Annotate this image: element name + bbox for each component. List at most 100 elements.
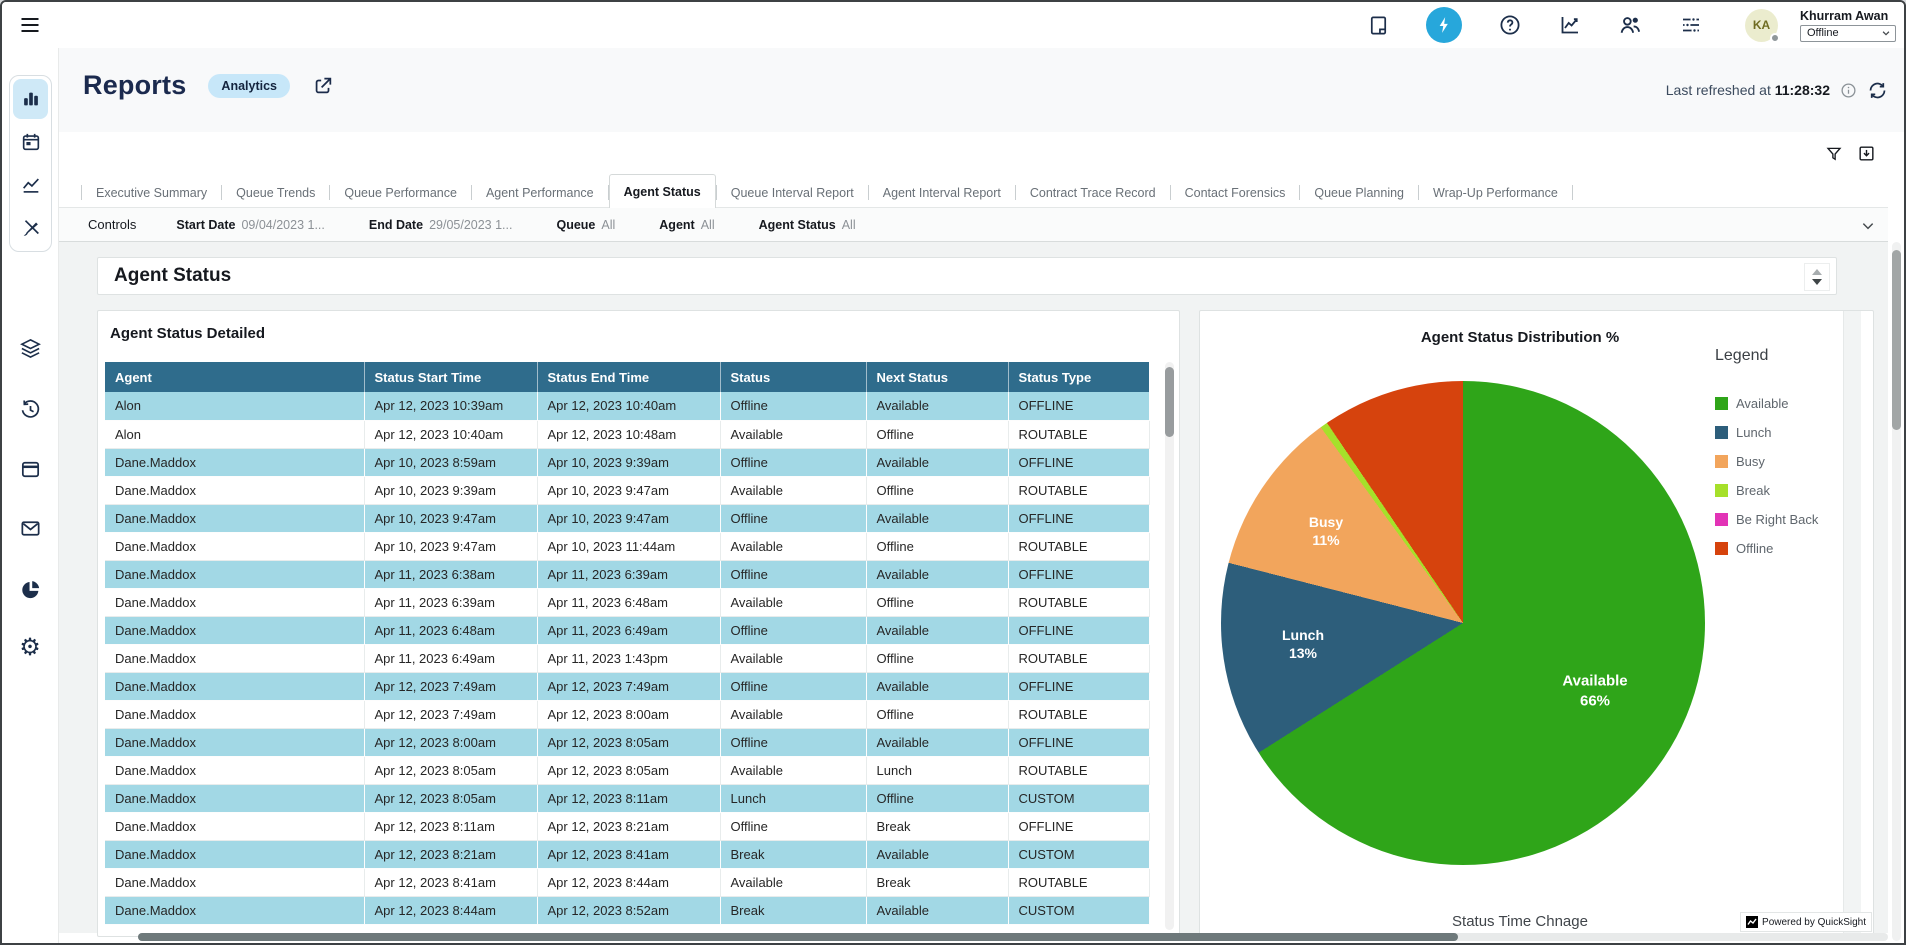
tab-queue-interval-report[interactable]: Queue Interval Report xyxy=(717,178,868,207)
table-row[interactable]: Dane.Maddox Apr 10, 2023 9:39am Apr 10, 20… xyxy=(105,476,1150,505)
table-row[interactable]: Dane.Maddox Apr 12, 2023 8:05am Apr 12, 20… xyxy=(105,756,1150,785)
sidebar-item-mail[interactable] xyxy=(10,508,50,548)
table-row[interactable]: Alon Apr 12, 2023 10:40am Apr 12, 2023 10:… xyxy=(105,420,1150,449)
page-scrollbar-thumb[interactable] xyxy=(1892,250,1901,430)
table-header-row: Agent Status Start Time Status End Time Sta… xyxy=(105,362,1149,392)
table-row[interactable]: Dane.Maddox Apr 12, 2023 7:49am Apr 12, 20… xyxy=(105,700,1150,729)
column-header[interactable]: Agent xyxy=(105,362,365,392)
export-download-icon[interactable] xyxy=(1857,144,1876,163)
table-cell: Apr 12, 2023 8:05am xyxy=(537,756,721,785)
sidebar-item-settings[interactable]: ⚙ xyxy=(10,627,50,667)
powered-by-quicksight-badge[interactable]: Powered by QuickSight xyxy=(1740,912,1872,932)
sidebar-item-history[interactable] xyxy=(10,389,50,429)
design-tools-icon xyxy=(20,217,42,239)
legend-item-offline[interactable]: Offline xyxy=(1715,534,1818,563)
tab-separator xyxy=(1014,185,1016,200)
sidebar-item-pie-reports[interactable] xyxy=(10,569,50,609)
table-row[interactable]: Dane.Maddox Apr 12, 2023 8:00am Apr 12, 20… xyxy=(105,728,1150,757)
control-filter-end-date[interactable]: End Date 29/05/2023 1... xyxy=(368,217,513,232)
table-row[interactable]: Dane.Maddox Apr 11, 2023 6:39am Apr 11, 20… xyxy=(105,588,1150,617)
sidebar-item-trends[interactable] xyxy=(13,165,48,205)
hamburger-menu-icon[interactable] xyxy=(17,12,43,38)
column-header[interactable]: Status xyxy=(720,362,867,392)
agent-status-select[interactable]: Offline xyxy=(1800,24,1896,42)
control-filter-agent-status[interactable]: Agent Status All xyxy=(758,217,856,232)
legend-item-be-right-back[interactable]: Be Right Back xyxy=(1715,505,1818,534)
table-cell: Apr 12, 2023 8:11am xyxy=(537,784,721,813)
table-cell: Apr 12, 2023 8:00am xyxy=(364,728,538,757)
table-row[interactable]: Dane.Maddox Apr 12, 2023 8:05am Apr 12, 20… xyxy=(105,784,1150,813)
table-row[interactable]: Alon Apr 12, 2023 10:39am Apr 12, 2023 10:… xyxy=(105,392,1150,421)
tab-agent-performance[interactable]: Agent Performance xyxy=(472,178,608,207)
column-header[interactable]: Status Start Time xyxy=(364,362,538,392)
table-row[interactable]: Dane.Maddox Apr 11, 2023 6:38am Apr 11, 20… xyxy=(105,560,1150,589)
sheet: Agent Status Agent Status Detailed Agent… xyxy=(59,242,1888,937)
filter-icon[interactable] xyxy=(1825,144,1843,163)
refresh-icon[interactable] xyxy=(1867,80,1888,101)
control-filter-agent[interactable]: Agent All xyxy=(659,217,715,232)
tab-executive-summary[interactable]: Executive Summary xyxy=(82,178,221,207)
external-link-icon[interactable] xyxy=(312,75,334,97)
table-cell: OFFLINE xyxy=(1008,672,1150,701)
controls-collapse-icon[interactable] xyxy=(1860,218,1876,234)
sidebar-item-dashboards[interactable] xyxy=(13,79,48,119)
table-scrollbar[interactable] xyxy=(1165,362,1174,930)
table-row[interactable]: Dane.Maddox Apr 12, 2023 8:11am Apr 12, 20… xyxy=(105,812,1150,841)
legend-item-busy[interactable]: Busy xyxy=(1715,447,1818,476)
table-row[interactable]: Dane.Maddox Apr 12, 2023 8:41am Apr 12, 20… xyxy=(105,868,1150,897)
table-cell: Dane.Maddox xyxy=(105,504,365,533)
tab-queue-planning[interactable]: Queue Planning xyxy=(1300,178,1418,207)
table-cell: Available xyxy=(720,700,867,729)
table-row[interactable]: Dane.Maddox Apr 12, 2023 8:44am Apr 12, 20… xyxy=(105,896,1150,925)
settings-sliders-icon[interactable] xyxy=(1679,13,1703,37)
column-header[interactable]: Status End Time xyxy=(537,362,721,392)
horizontal-scrollbar[interactable] xyxy=(138,933,1888,941)
pie-chart[interactable] xyxy=(1221,381,1705,865)
sidebar-item-layers[interactable] xyxy=(10,328,50,368)
help-icon[interactable] xyxy=(1498,13,1522,37)
table-row[interactable]: Dane.Maddox Apr 12, 2023 7:49am Apr 12, 20… xyxy=(105,672,1150,701)
section-stepper[interactable] xyxy=(1804,263,1830,291)
page-scrollbar[interactable] xyxy=(1892,242,1901,941)
legend-swatch xyxy=(1715,513,1728,526)
table-row[interactable]: Dane.Maddox Apr 10, 2023 8:59am Apr 10, 20… xyxy=(105,448,1150,477)
legend-label: Available xyxy=(1736,396,1789,411)
control-filter-queue[interactable]: Queue All xyxy=(556,217,616,232)
table-cell: Offline xyxy=(866,588,1009,617)
flash-icon[interactable] xyxy=(1426,7,1462,43)
table-scrollbar-thumb[interactable] xyxy=(1165,367,1174,437)
sidebar-item-design-tools[interactable] xyxy=(13,208,48,248)
sidebar-item-schedule[interactable] xyxy=(13,122,48,162)
horizontal-scrollbar-thumb[interactable] xyxy=(138,933,1458,941)
chart-scrollbar-track[interactable] xyxy=(1843,311,1861,936)
tab-separator xyxy=(607,185,609,200)
legend-item-available[interactable]: Available xyxy=(1715,389,1818,418)
column-header[interactable]: Status Type xyxy=(1008,362,1149,392)
table-cell: Offline xyxy=(720,616,867,645)
tab-agent-status[interactable]: Agent Status xyxy=(608,174,716,208)
tab-queue-trends[interactable]: Queue Trends xyxy=(222,178,329,207)
avatar[interactable]: KA xyxy=(1745,8,1780,43)
control-filter-start-date[interactable]: Start Date 09/04/2023 1... xyxy=(176,217,325,232)
table-row[interactable]: Dane.Maddox Apr 12, 2023 8:21am Apr 12, 20… xyxy=(105,840,1150,869)
tab-agent-interval-report[interactable]: Agent Interval Report xyxy=(869,178,1015,207)
users-icon[interactable] xyxy=(1618,13,1643,38)
table-title: Agent Status Detailed xyxy=(110,325,266,342)
tab-wrap-up-performance[interactable]: Wrap-Up Performance xyxy=(1419,178,1572,207)
quicksight-logo-icon xyxy=(1746,916,1759,928)
sidebar-item-window[interactable] xyxy=(10,449,50,489)
notes-icon[interactable] xyxy=(1367,14,1390,37)
table-row[interactable]: Dane.Maddox Apr 11, 2023 6:48am Apr 11, 20… xyxy=(105,616,1150,645)
table-row[interactable]: Dane.Maddox Apr 10, 2023 9:47am Apr 10, 20… xyxy=(105,532,1150,561)
legend-item-lunch[interactable]: Lunch xyxy=(1715,418,1818,447)
info-icon[interactable] xyxy=(1840,82,1857,99)
table-row[interactable]: Dane.Maddox Apr 11, 2023 6:49am Apr 11, 20… xyxy=(105,644,1150,673)
tab-contract-trace-record[interactable]: Contract Trace Record xyxy=(1016,178,1170,207)
metrics-icon[interactable] xyxy=(1558,13,1582,37)
column-header[interactable]: Next Status xyxy=(866,362,1009,392)
table-row[interactable]: Dane.Maddox Apr 10, 2023 9:47am Apr 10, 20… xyxy=(105,504,1150,533)
legend-item-break[interactable]: Break xyxy=(1715,476,1818,505)
analytics-badge[interactable]: Analytics xyxy=(208,73,291,98)
tab-contact-forensics[interactable]: Contact Forensics xyxy=(1171,178,1300,207)
tab-queue-performance[interactable]: Queue Performance xyxy=(330,178,471,207)
